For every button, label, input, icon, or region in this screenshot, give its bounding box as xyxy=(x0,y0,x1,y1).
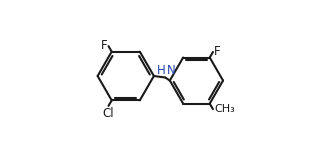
Text: F: F xyxy=(214,45,221,58)
Text: H: H xyxy=(157,64,166,77)
Text: F: F xyxy=(101,39,107,52)
Text: CH₃: CH₃ xyxy=(214,104,235,114)
Text: N: N xyxy=(167,64,175,77)
Text: Cl: Cl xyxy=(103,107,114,120)
